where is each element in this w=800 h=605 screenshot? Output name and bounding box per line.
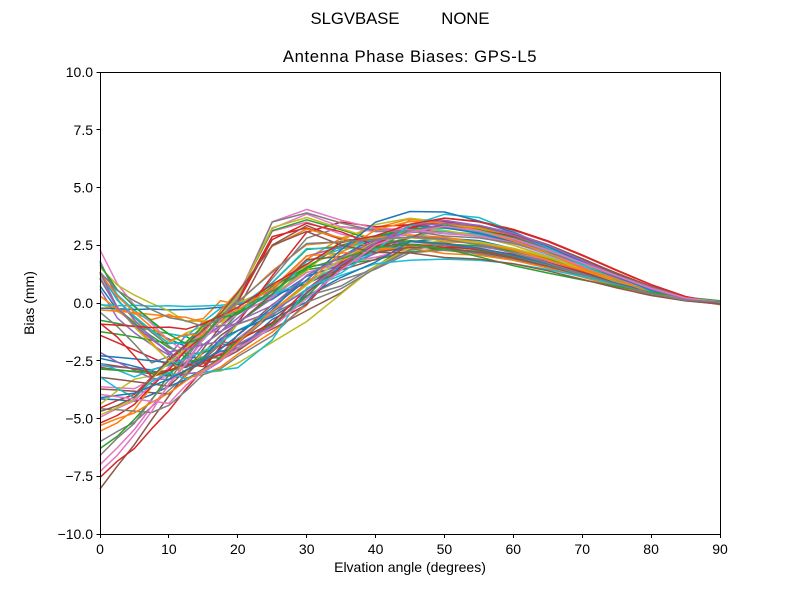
svg-text:5.0: 5.0 (74, 180, 94, 196)
svg-text:Elvation angle (degrees): Elvation angle (degrees) (334, 559, 486, 575)
svg-text:7.5: 7.5 (74, 122, 94, 138)
svg-text:−10.0: −10.0 (58, 526, 94, 542)
svg-text:0: 0 (96, 541, 104, 557)
svg-text:2.5: 2.5 (74, 237, 94, 253)
svg-text:Antenna Phase Biases: GPS-L5: Antenna Phase Biases: GPS-L5 (283, 47, 537, 66)
svg-text:−5.0: −5.0 (65, 411, 93, 427)
svg-text:0.0: 0.0 (74, 295, 94, 311)
svg-text:SLGVBASE NONE: SLGVBASE NONE (311, 9, 490, 28)
svg-text:40: 40 (368, 541, 384, 557)
svg-text:−7.5: −7.5 (65, 468, 93, 484)
svg-text:50: 50 (437, 541, 453, 557)
svg-text:80: 80 (643, 541, 659, 557)
svg-text:90: 90 (712, 541, 728, 557)
svg-text:10.0: 10.0 (66, 64, 93, 80)
svg-text:Bias (mm): Bias (mm) (21, 271, 37, 335)
svg-text:60: 60 (506, 541, 522, 557)
svg-text:−2.5: −2.5 (65, 353, 93, 369)
svg-text:30: 30 (299, 541, 315, 557)
svg-text:20: 20 (230, 541, 246, 557)
svg-text:70: 70 (574, 541, 590, 557)
svg-text:10: 10 (161, 541, 177, 557)
